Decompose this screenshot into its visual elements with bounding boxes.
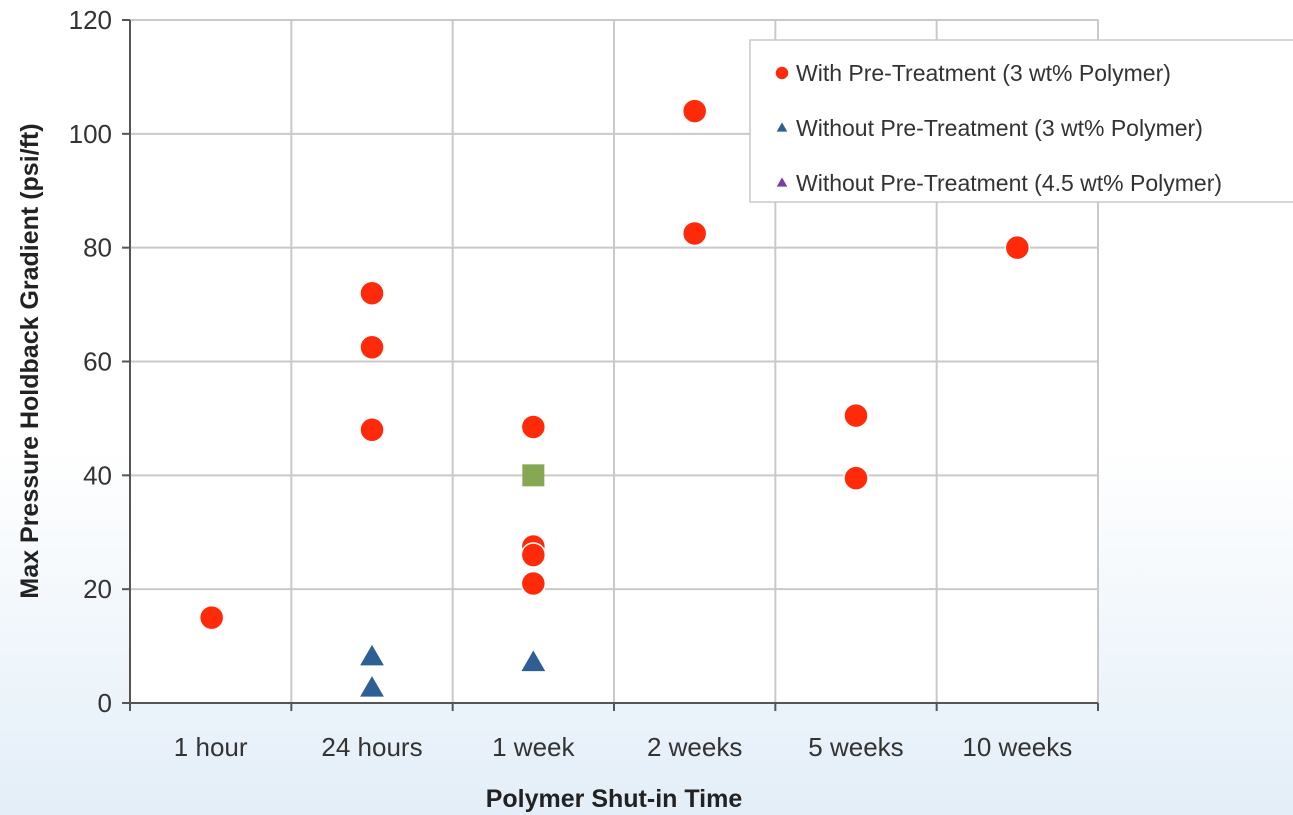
legend-box xyxy=(749,39,1293,203)
x-tick-label: 2 weeks xyxy=(647,732,742,762)
x-tick-label: 1 week xyxy=(492,732,575,762)
point-with-pretreatment-3wt xyxy=(520,542,547,568)
legend-marker xyxy=(774,119,790,134)
point-with-pretreatment-3wt xyxy=(681,220,708,247)
y-axis-title: Max Pressure Holdback Gradient (psi/ft) xyxy=(16,123,44,598)
tick-labels: 0 20 40 60 80 100 120 1 hour 24 hours 1 week 2 wee… xyxy=(69,5,1073,762)
y-tick-label: 20 xyxy=(83,574,112,604)
point-without-pretreatment-3wt xyxy=(357,673,387,699)
point-with-pretreatment-3wt xyxy=(843,465,869,491)
point-with-pretreatment-3wt xyxy=(1004,234,1031,261)
x-tick-label: 5 weeks xyxy=(808,732,903,762)
x-tick-label: 24 hours xyxy=(321,732,422,762)
legend-label: Without Pre-Treatment (4.5 wt% Polymer) xyxy=(796,170,1222,196)
point-with-pretreatment-3wt xyxy=(359,334,385,361)
x-axis-title: Polymer Shut-in Time xyxy=(486,785,743,813)
x-tick-label: 10 weeks xyxy=(962,732,1072,762)
y-tick-label: 80 xyxy=(83,233,112,263)
y-tick-label: 120 xyxy=(69,5,112,35)
legend: With Pre-Treatment (3 wt% Polymer) Withou… xyxy=(749,39,1293,203)
point-with-pretreatment-3wt xyxy=(359,417,385,443)
legend-label: With Pre-Treatment (3 wt% Polymer) xyxy=(796,60,1171,86)
point-with-pretreatment-3wt xyxy=(520,570,547,597)
legend-label: Without Pre-Treatment (3 wt% Polymer) xyxy=(796,115,1203,141)
y-tick-label: 40 xyxy=(83,460,112,490)
legend-marker xyxy=(774,65,790,81)
point-with-pretreatment-3wt xyxy=(520,414,547,440)
axes xyxy=(122,19,1099,711)
point-with-pretreatment-3wt xyxy=(681,98,708,124)
point-square-marker xyxy=(522,464,545,487)
y-tick-label: 100 xyxy=(69,119,112,149)
point-without-pretreatment-3wt xyxy=(518,647,548,673)
point-with-pretreatment-3wt xyxy=(843,402,869,429)
y-tick-label: 0 xyxy=(98,688,112,718)
y-tick-label: 60 xyxy=(83,347,112,377)
point-with-pretreatment-3wt xyxy=(359,280,385,306)
point-with-pretreatment-3wt xyxy=(198,604,225,631)
legend-marker xyxy=(774,174,790,189)
data-points xyxy=(198,98,1031,699)
x-tick-label: 1 hour xyxy=(174,732,248,762)
point-without-pretreatment-3wt xyxy=(357,641,387,667)
